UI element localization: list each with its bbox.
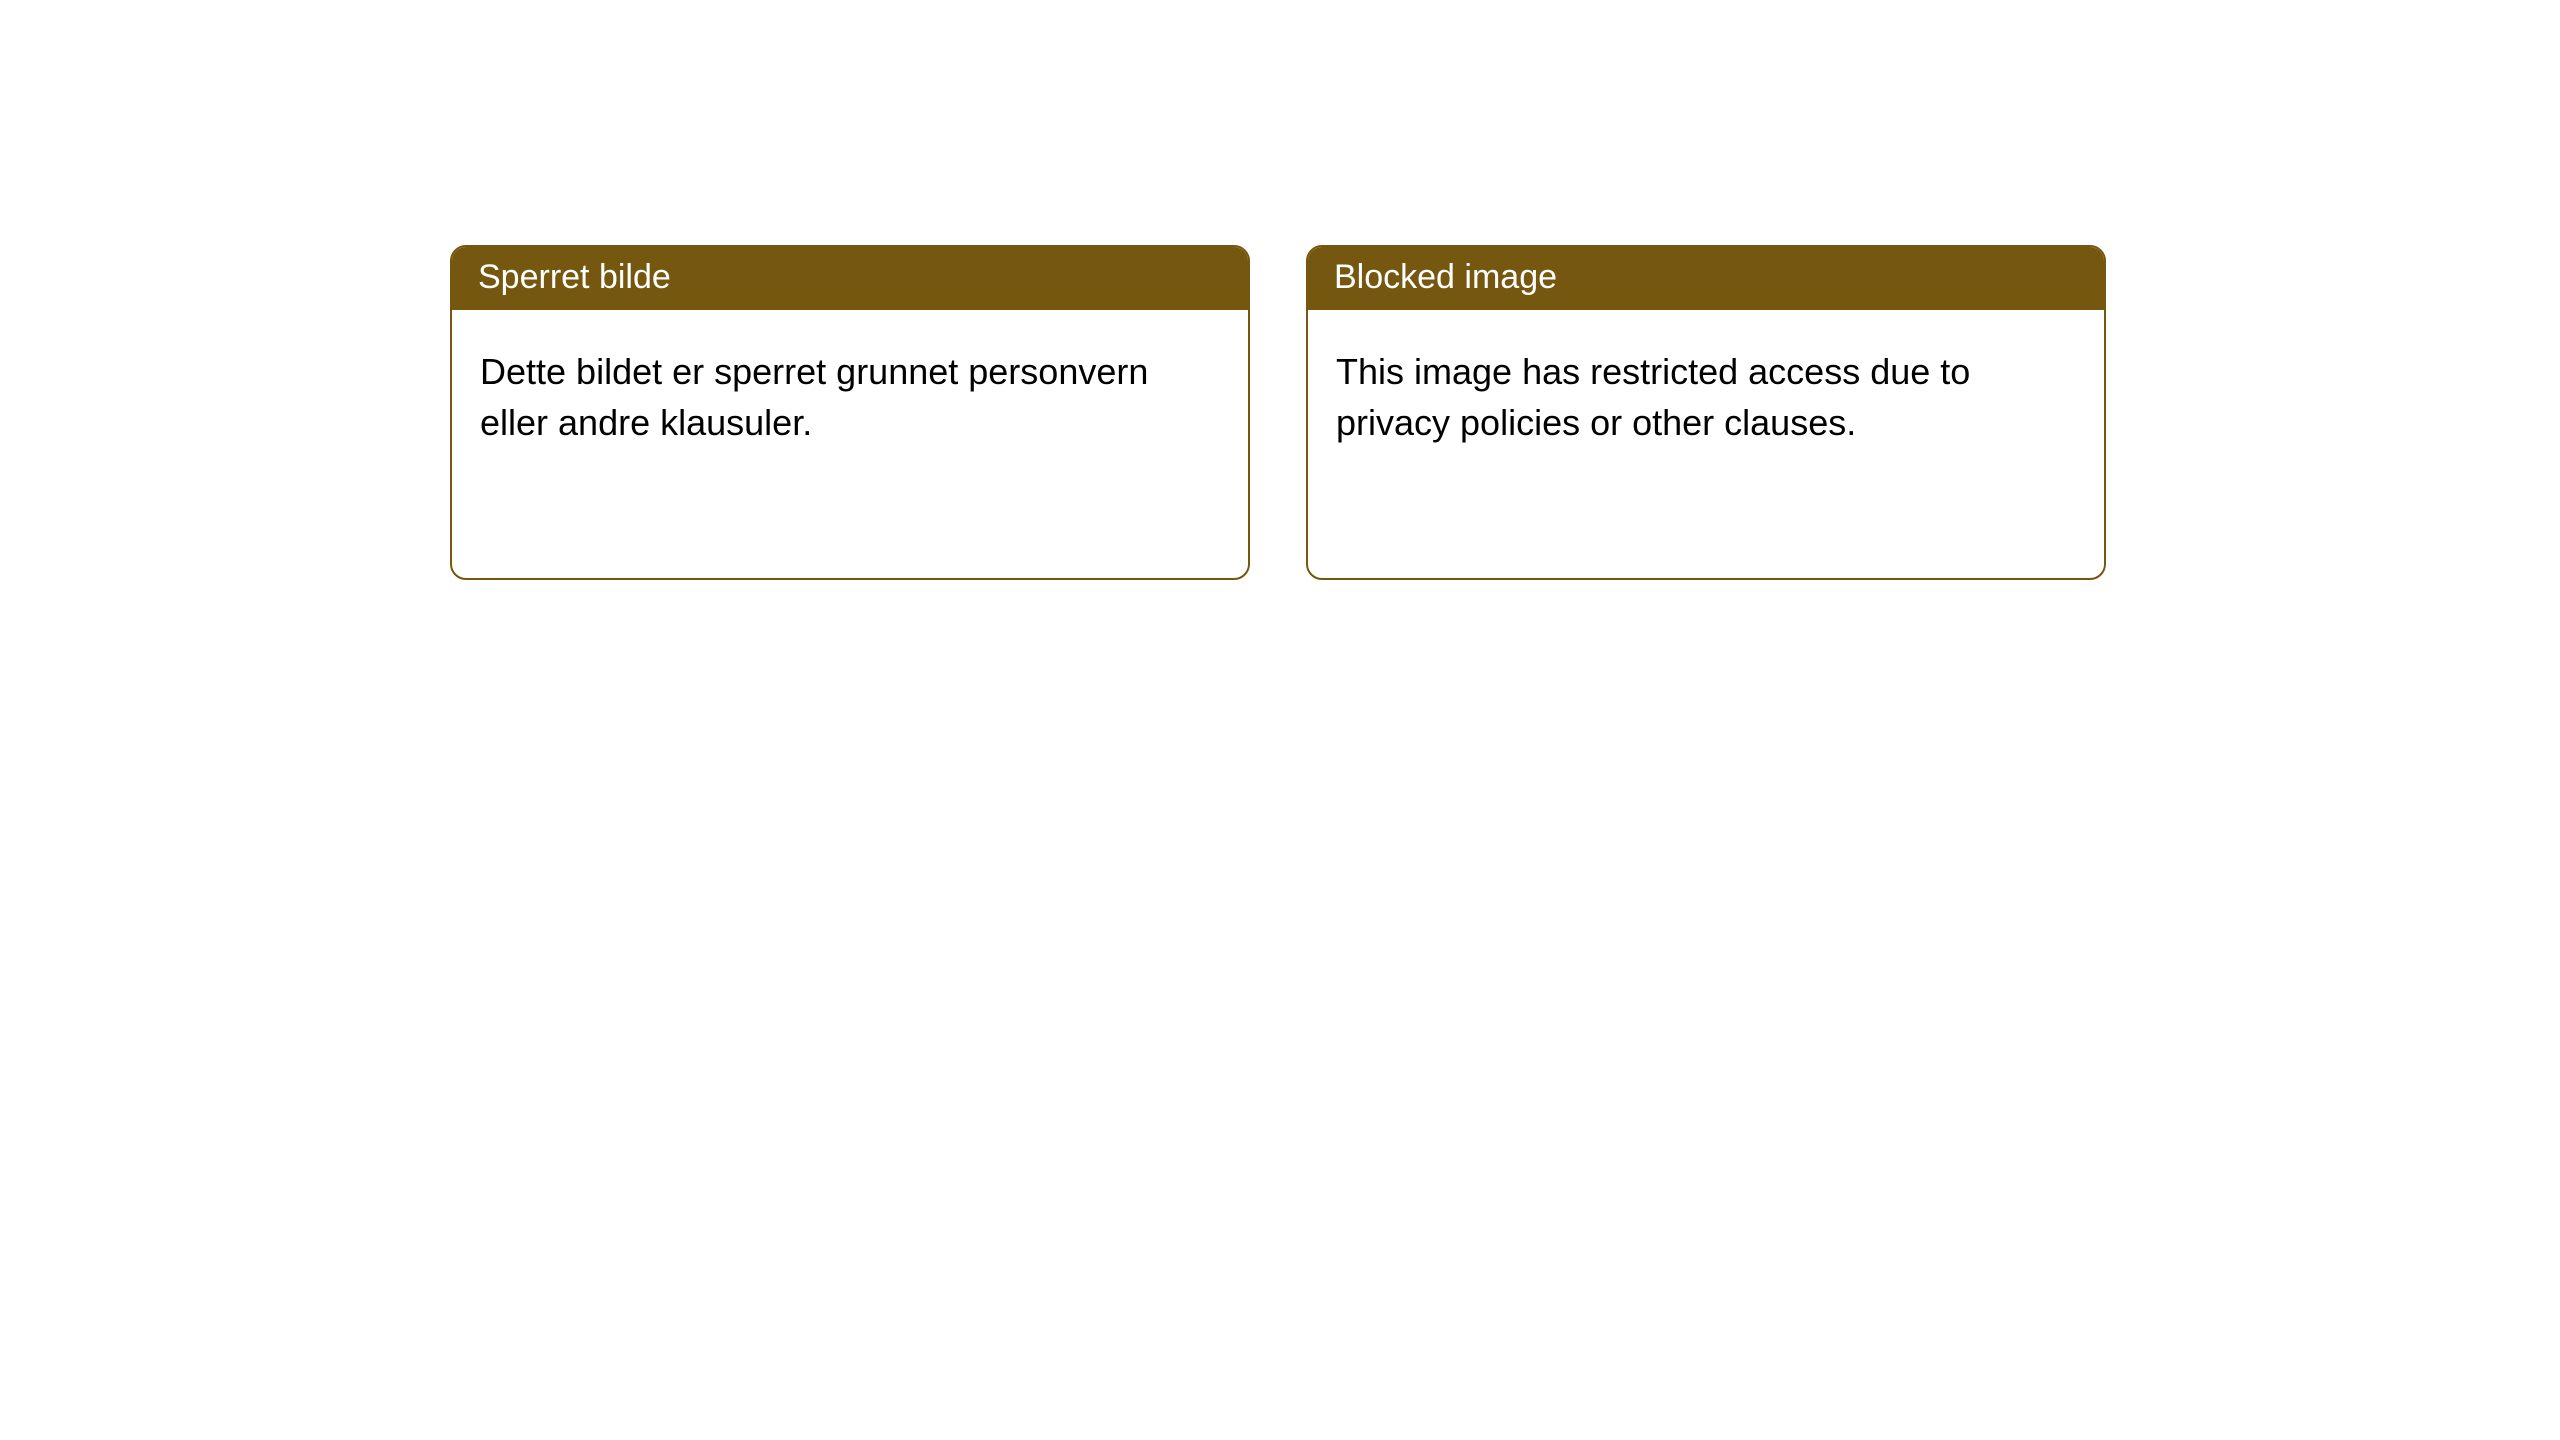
notice-card-norwegian: Sperret bilde Dette bildet er sperret gr… (450, 245, 1250, 580)
card-message: This image has restricted access due to … (1336, 351, 1970, 443)
card-title: Blocked image (1334, 258, 1557, 296)
card-title: Sperret bilde (478, 258, 671, 296)
card-header: Sperret bilde (452, 247, 1248, 310)
card-body: This image has restricted access due to … (1308, 310, 2104, 476)
notice-card-english: Blocked image This image has restricted … (1306, 245, 2106, 580)
card-body: Dette bildet er sperret grunnet personve… (452, 310, 1248, 476)
notice-container: Sperret bilde Dette bildet er sperret gr… (450, 245, 2106, 580)
card-header: Blocked image (1308, 247, 2104, 310)
card-message: Dette bildet er sperret grunnet personve… (480, 351, 1148, 443)
